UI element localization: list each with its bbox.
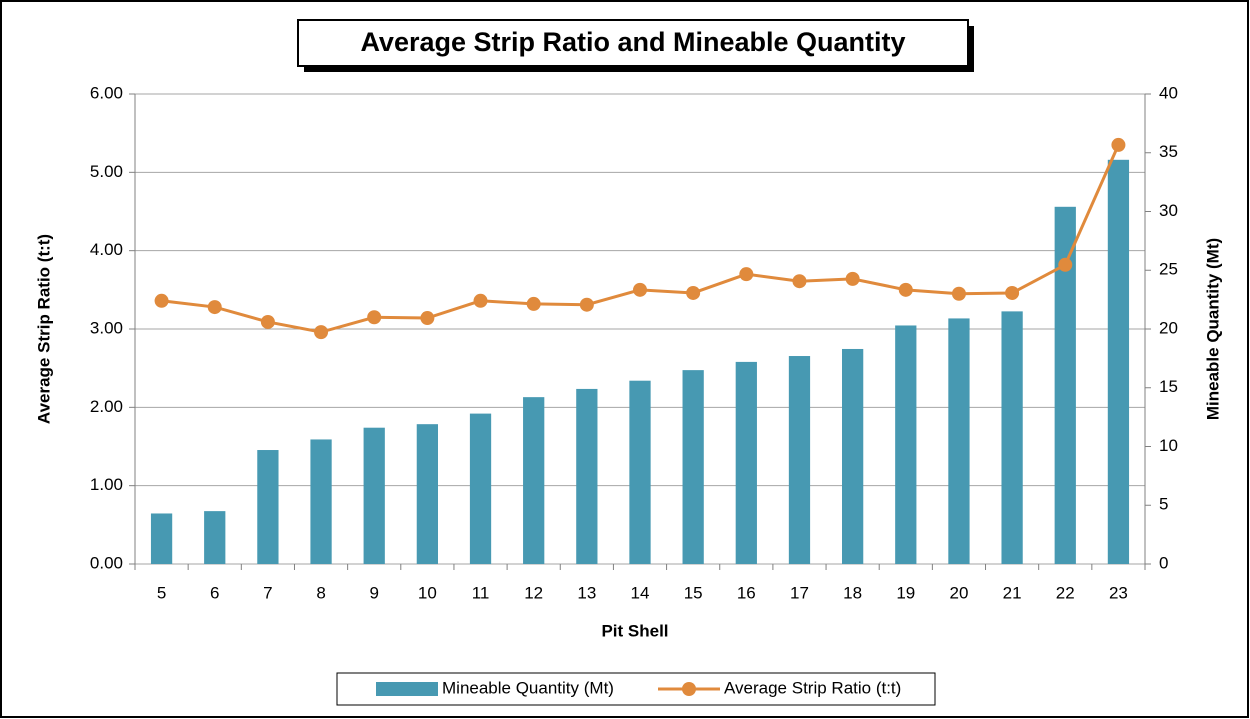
line-marker [792, 274, 807, 289]
line-marker [845, 271, 860, 286]
bar [204, 511, 226, 564]
x-tick-label: 21 [1003, 583, 1022, 602]
bar [682, 370, 704, 564]
bar [895, 325, 917, 564]
legend-swatch-marker [682, 682, 696, 696]
bar [1054, 206, 1076, 565]
line-marker [420, 311, 435, 326]
line-marker [526, 296, 541, 311]
bar [1001, 311, 1023, 564]
x-tick-label: 8 [316, 583, 325, 602]
y2-axis-title: Mineable Quantity (Mt) [1203, 238, 1222, 420]
x-tick-label: 12 [524, 583, 543, 602]
legend-label: Average Strip Ratio (t:t) [724, 678, 901, 697]
y2-tick-label: 0 [1159, 553, 1168, 572]
x-tick-label: 19 [896, 583, 915, 602]
x-tick-label: 15 [684, 583, 703, 602]
x-tick-label: 22 [1056, 583, 1075, 602]
y-tick-label: 1.00 [90, 475, 123, 494]
bar [842, 348, 864, 564]
y-tick-label: 2.00 [90, 397, 123, 416]
bar [257, 450, 279, 564]
legend-label: Mineable Quantity (Mt) [442, 678, 614, 697]
y2-tick-label: 25 [1159, 260, 1178, 279]
bar [150, 513, 173, 564]
bar [629, 380, 651, 564]
bar [310, 439, 332, 564]
bar [948, 318, 970, 564]
line-marker [1058, 257, 1073, 272]
x-tick-label: 5 [157, 583, 166, 602]
y2-tick-label: 35 [1159, 142, 1178, 161]
x-tick-label: 9 [369, 583, 378, 602]
title-box [297, 19, 969, 67]
line-marker [898, 282, 913, 297]
line-marker [207, 300, 222, 315]
bar [576, 388, 598, 564]
y2-tick-label: 15 [1159, 377, 1178, 396]
y-tick-label: 5.00 [90, 162, 123, 181]
bar [523, 397, 545, 564]
y-tick-label: 4.00 [90, 240, 123, 259]
bar [735, 361, 757, 564]
bar [1107, 159, 1130, 565]
x-tick-label: 11 [472, 583, 490, 602]
line-marker [367, 310, 382, 325]
y-axis-title: Average Strip Ratio (t:t) [34, 234, 53, 424]
bar [788, 356, 811, 564]
bar [469, 413, 492, 564]
chart-title: Average Strip Ratio and Mineable Quantit… [360, 27, 905, 57]
bar [416, 424, 438, 564]
y2-tick-label: 10 [1159, 436, 1178, 455]
x-tick-label: 6 [210, 583, 219, 602]
bar [363, 427, 385, 564]
line-marker [686, 285, 701, 300]
y2-tick-label: 5 [1159, 495, 1168, 514]
line-marker [951, 286, 966, 301]
line-marker [260, 314, 275, 329]
x-axis-title: Pit Shell [601, 621, 668, 640]
y-tick-label: 3.00 [90, 318, 123, 337]
x-tick-label: 23 [1109, 583, 1128, 602]
x-tick-label: 16 [737, 583, 756, 602]
y2-tick-label: 30 [1159, 201, 1178, 220]
line-marker [739, 267, 754, 282]
x-tick-label: 7 [263, 583, 272, 602]
legend-swatch [376, 682, 438, 696]
line-marker [154, 293, 169, 308]
line-marker [473, 293, 488, 308]
line-marker [579, 297, 594, 312]
x-tick-label: 20 [949, 583, 968, 602]
line-marker [633, 282, 647, 297]
x-tick-label: 17 [790, 583, 809, 602]
line-marker [314, 325, 329, 340]
line-marker [1005, 285, 1020, 300]
y2-tick-label: 20 [1159, 318, 1178, 337]
x-tick-label: 13 [577, 583, 596, 602]
line-marker [1111, 137, 1126, 152]
x-tick-label: 10 [418, 583, 437, 602]
y2-tick-label: 40 [1159, 83, 1178, 102]
y-tick-label: 0.00 [90, 553, 123, 572]
x-tick-label: 18 [843, 583, 862, 602]
y-tick-label: 6.00 [90, 83, 123, 102]
x-tick-label: 14 [631, 583, 650, 602]
